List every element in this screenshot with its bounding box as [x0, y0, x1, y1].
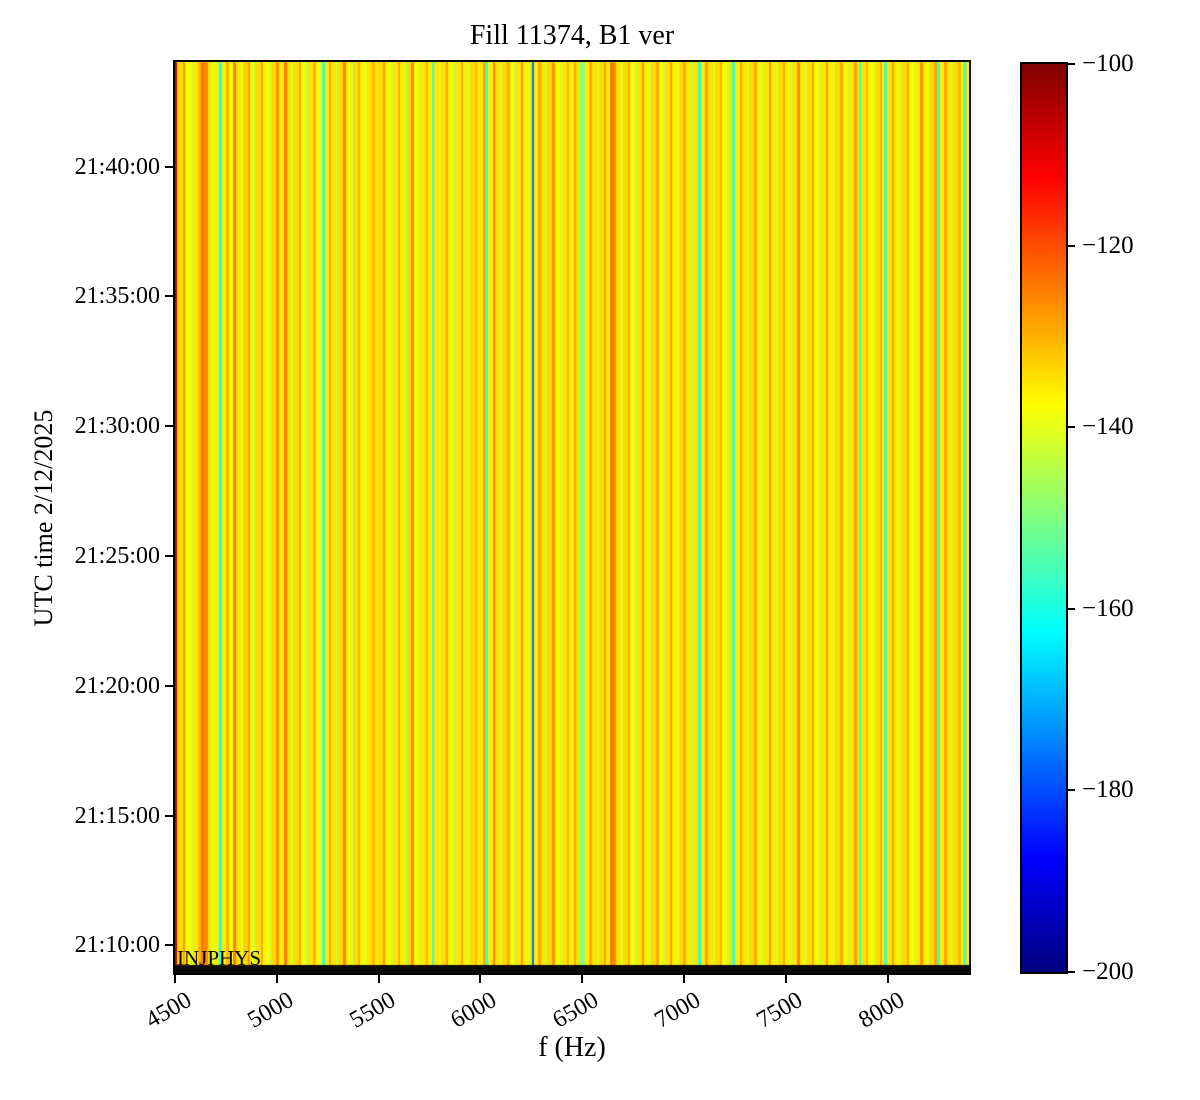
x-tick-mark [275, 975, 278, 983]
colorbar-tick-label: −160 [1082, 594, 1134, 622]
y-tick-label: 21:35:00 [74, 283, 160, 310]
y-tick-label: 21:40:00 [74, 153, 160, 180]
spectrogram-plot-area: INJPHYS [173, 60, 971, 975]
colorbar-tick-mark [1068, 971, 1075, 973]
y-tick-label: 21:30:00 [74, 413, 160, 440]
colorbar [1020, 62, 1068, 974]
y-tick-label: 21:10:00 [74, 932, 160, 959]
y-tick-mark [165, 165, 173, 168]
y-tick-mark [165, 425, 173, 428]
spectrogram-heatmap [175, 62, 969, 973]
colorbar-tick-mark [1068, 789, 1075, 792]
beam-mode-annotation: INJPHYS [177, 946, 262, 970]
y-tick-mark [165, 684, 173, 687]
x-tick-label: 5500 [345, 987, 400, 1034]
chart-title: Fill 11374, B1 ver [469, 20, 675, 51]
colorbar-tick-mark [1068, 244, 1075, 247]
x-tick-mark [174, 975, 176, 983]
colorbar-tick-mark [1068, 426, 1075, 429]
colorbar-tick-mark [1068, 607, 1075, 610]
y-tick-mark [165, 295, 173, 298]
colorbar-gradient [1022, 64, 1066, 972]
y-axis-label: UTC time 2/12/2025 [29, 409, 58, 627]
x-tick-label: 6500 [548, 987, 604, 1034]
x-tick-label: 7500 [752, 987, 807, 1034]
x-tick-label: 6000 [446, 987, 502, 1034]
x-tick-mark [479, 975, 482, 983]
y-tick-label: 21:15:00 [74, 802, 160, 829]
x-tick-mark [682, 975, 685, 983]
x-tick-mark [377, 975, 380, 983]
x-tick-mark [886, 975, 889, 983]
colorbar-tick-label: −140 [1082, 413, 1134, 441]
colorbar-tick-label: −200 [1082, 958, 1134, 985]
y-tick-mark [165, 554, 173, 557]
x-tick-label: 4500 [141, 987, 196, 1034]
y-tick-label: 21:20:00 [74, 672, 160, 699]
x-axis-label: f (Hz) [538, 1032, 606, 1063]
x-tick-mark [581, 975, 584, 983]
x-tick-label: 8000 [853, 987, 909, 1034]
colorbar-tick-label: −120 [1082, 231, 1134, 259]
colorbar-tick-label: −180 [1082, 776, 1134, 804]
y-tick-mark [165, 814, 173, 817]
x-tick-label: 5000 [243, 987, 298, 1034]
y-tick-label: 21:25:00 [74, 542, 160, 569]
x-tick-mark [784, 975, 787, 983]
x-tick-label: 7000 [650, 987, 705, 1034]
colorbar-tick-label: −100 [1082, 50, 1134, 77]
colorbar-tick-mark [1068, 63, 1075, 65]
y-tick-mark [165, 944, 173, 947]
